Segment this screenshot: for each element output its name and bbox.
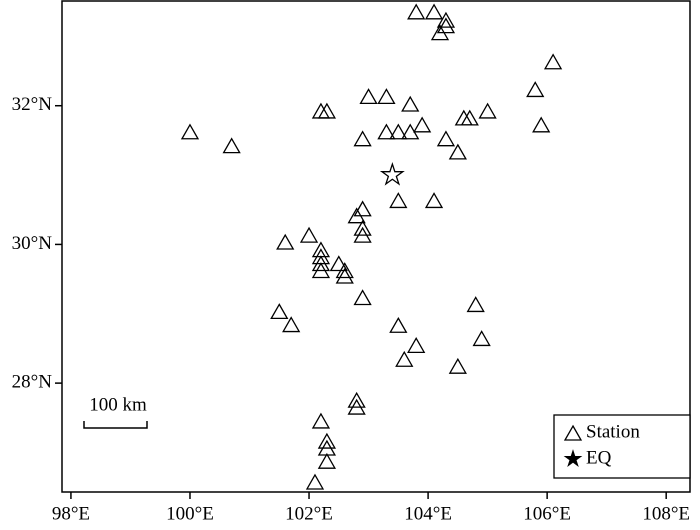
station-marker	[526, 81, 545, 98]
station-marker	[347, 207, 366, 224]
x-tick-label: 108°E	[642, 503, 690, 524]
station-marker	[407, 337, 426, 354]
station-marker	[436, 11, 456, 28]
station-marker	[353, 289, 372, 306]
station-marker	[379, 161, 405, 186]
scale-bar-label: 100 km	[89, 394, 147, 415]
scale-bar: 100 km	[83, 394, 148, 429]
station-marker	[359, 88, 378, 105]
station-marker	[454, 109, 473, 126]
legend-label: Station	[586, 421, 640, 442]
station-marker	[436, 17, 456, 34]
station-marker	[329, 255, 348, 272]
station-marker	[305, 473, 325, 490]
station-marker	[460, 109, 479, 126]
station-marker	[282, 316, 301, 333]
station-marker	[311, 412, 331, 429]
station-marker	[389, 316, 408, 333]
station-marker	[311, 255, 331, 272]
station-marker	[222, 137, 241, 154]
y-tick-label: 30°N	[12, 233, 53, 254]
plot-frame	[61, 0, 691, 493]
station-marker	[466, 296, 485, 313]
station-marker	[335, 267, 354, 284]
station-marker	[311, 262, 331, 279]
station-marker	[478, 102, 497, 119]
station-marker	[401, 95, 420, 112]
station-marker	[424, 3, 444, 20]
x-tick-label: 98°E	[52, 503, 90, 524]
station-marker	[311, 102, 331, 119]
station-marker	[276, 233, 295, 250]
station-marker	[347, 398, 366, 415]
station-marker	[353, 130, 372, 147]
y-tick-label: 32°N	[12, 94, 53, 115]
station-marker	[335, 262, 354, 279]
legend-marker	[563, 424, 583, 441]
station-marker	[353, 219, 372, 236]
station-marker	[448, 143, 467, 160]
x-tick-label: 100°E	[166, 503, 214, 524]
legend-marker	[563, 449, 583, 467]
station-marker	[413, 116, 432, 133]
scale-bar-line	[83, 421, 148, 429]
station-marker	[317, 452, 337, 469]
station-marker	[430, 24, 450, 41]
x-tick-label: 106°E	[523, 503, 571, 524]
station-marker	[407, 3, 426, 20]
station-marker	[353, 226, 372, 243]
legend-label: EQ	[586, 447, 612, 468]
station-marker	[317, 432, 337, 449]
station-marker	[424, 192, 444, 209]
x-tick-label: 102°E	[285, 503, 333, 524]
legend: Station EQ	[553, 414, 691, 479]
station-marker	[270, 303, 289, 320]
station-marker	[377, 123, 396, 140]
station-marker	[377, 88, 396, 105]
station-marker	[543, 53, 563, 70]
legend-box	[553, 414, 691, 479]
y-tick-label: 28°N	[12, 371, 53, 392]
station-marker	[389, 192, 408, 209]
station-marker	[353, 200, 372, 217]
station-marker	[448, 357, 467, 374]
station-marker	[472, 330, 491, 347]
x-tick-label: 104°E	[404, 503, 452, 524]
station-marker	[180, 123, 200, 140]
station-marker	[532, 116, 551, 133]
station-marker	[436, 130, 456, 147]
station-marker	[347, 391, 366, 408]
station-marker	[395, 350, 414, 367]
station-marker	[317, 102, 337, 119]
station-marker	[389, 123, 408, 140]
station-marker	[299, 226, 319, 243]
